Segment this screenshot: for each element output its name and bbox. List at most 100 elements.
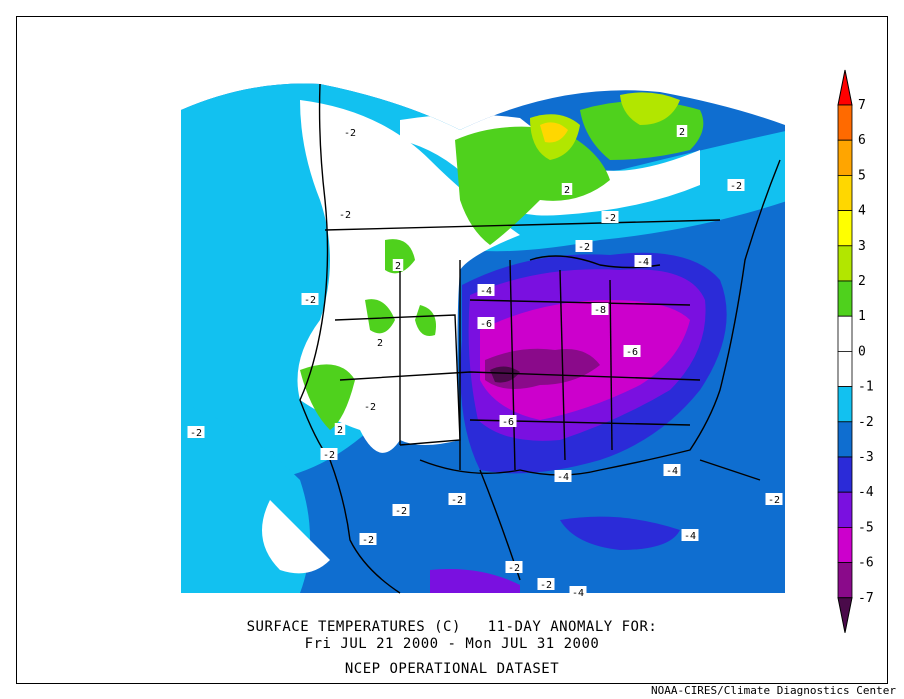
contour-label: 2: [337, 425, 343, 436]
pacific-coastline: [299, 83, 401, 594]
contour-label: -6: [502, 417, 514, 428]
contour-label-box: [569, 586, 587, 598]
colorbar-swatch: [837, 245, 853, 282]
map-title-line1: SURFACE TEMPERATURES (C) 11-DAY ANOMALY …: [246, 619, 658, 635]
contour-label-box: [676, 125, 688, 137]
great-lakes-outline: [529, 255, 661, 269]
contour-label-box: [561, 183, 573, 195]
contour-label: -2: [540, 580, 552, 591]
colorbar-swatch: [837, 421, 853, 458]
contour-label: 2: [679, 127, 685, 138]
band-minus4-south: [430, 569, 520, 593]
contour-label: -2: [508, 563, 520, 574]
colorbar-tick-label: -1: [858, 380, 874, 395]
northern-states-line: [469, 299, 691, 306]
contour-label: -2: [362, 535, 374, 546]
band-neutral-west: [297, 100, 520, 453]
contour-label: -2: [323, 450, 335, 461]
contour-label-box: [392, 259, 404, 271]
band-plus1-canada: [455, 126, 610, 245]
contour-label-box: [765, 493, 783, 505]
colorbar-swatch: [837, 562, 853, 599]
canada-us-border: [324, 219, 721, 231]
colorbar-tick-label: 5: [858, 168, 866, 183]
contour-label: -2: [364, 402, 376, 413]
contour-label-box: [681, 529, 699, 541]
contour-label: -6: [626, 347, 638, 358]
contour-label-box: [499, 415, 517, 427]
contour-label: -2: [768, 495, 780, 506]
colorbar-tick-label: -3: [858, 450, 874, 465]
contour-label-box: [392, 504, 410, 516]
contour-label-box: [374, 336, 386, 348]
colorbar-top-arrow: [837, 69, 853, 106]
contour-label-box: [634, 255, 652, 267]
band-neutral-baja: [262, 500, 330, 574]
contour-label-box: [301, 293, 319, 305]
contour-label-box: [663, 464, 681, 476]
contour-label-box: [477, 284, 495, 296]
contour-label: -2: [578, 242, 590, 253]
contour-label: -2: [304, 295, 316, 306]
colorbar-swatch: [837, 210, 853, 247]
map-title-line3: NCEP OPERATIONAL DATASET: [344, 661, 560, 677]
colorbar-tick-label: -4: [858, 485, 874, 500]
contour-label: -4: [666, 466, 678, 477]
contour-label-box: [336, 208, 354, 220]
credit-text: NOAA-CIRES/Climate Diagnostics Center: [650, 684, 896, 697]
colorbar-tick-label: 1: [858, 309, 866, 324]
colorbar-swatch: [837, 174, 853, 211]
contour-label-box: [554, 470, 572, 482]
contour-labels: -2 2 -2 -2 2 -2 -2 -4 2 -4 -2 -6 -8 2 -6 -2 -2 -6 -2 2 -4 -4 -…: [187, 125, 783, 599]
contour-label: 2: [377, 338, 383, 349]
midwest-line-1: [509, 259, 516, 471]
colorbar-swatch: [837, 491, 853, 528]
colorbar-tick-label: 3: [858, 239, 866, 254]
colorbar-tick-label: -5: [858, 520, 874, 535]
colorbar-swatch: [837, 315, 853, 352]
contour-label: -4: [572, 588, 584, 599]
contour-label: 2: [564, 185, 570, 196]
colorbar-swatch: [837, 350, 853, 387]
colorbar: 7 6 5 4 3 2 1 0 -1 -2 -3 -4 -5 -6 -7: [837, 69, 874, 633]
band-plus1-hudson: [580, 101, 704, 160]
map-title-line2: Fri JUL 21 2000 - Mon JUL 31 2000: [304, 636, 600, 652]
colorbar-tick-label: 6: [858, 133, 866, 148]
contour-label-box: [575, 240, 593, 252]
colorbar-swatch: [837, 104, 853, 141]
colorbar-swatch: [837, 280, 853, 317]
contour-label: -2: [344, 128, 356, 139]
colorbar-tick-label: 7: [858, 98, 866, 113]
contour-label-box: [727, 179, 745, 191]
colorbar-tick-label: -2: [858, 415, 874, 430]
contour-label: -4: [637, 257, 649, 268]
contour-label-box: [537, 578, 555, 590]
contour-label: -2: [395, 506, 407, 517]
western-states-lines: [334, 314, 461, 446]
contour-label-box: [477, 317, 495, 329]
band-minus4-atlantic: [560, 516, 680, 550]
colorbar-tick-label: 2: [858, 274, 866, 289]
colorbar-swatch: [837, 139, 853, 176]
band-plus1-california: [300, 364, 355, 430]
contour-label: -6: [480, 319, 492, 330]
colorbar-swatch: [837, 456, 853, 493]
band-plus3-canada: [540, 122, 568, 143]
central-states-line: [339, 371, 701, 381]
contour-label-box: [505, 561, 523, 573]
contour-label: -2: [339, 210, 351, 221]
caribbean-islands: [699, 459, 761, 481]
contour-label-box: [601, 211, 619, 223]
colorbar-swatch: [837, 386, 853, 423]
contour-label: 2: [395, 261, 401, 272]
band-minus7-east: [485, 348, 600, 389]
colorbar-swatch: [837, 527, 853, 564]
contour-label-box: [334, 423, 346, 435]
band-plus2-hudson: [620, 92, 680, 125]
colorbar-tick-label: -7: [858, 591, 874, 606]
colorbar-tick-label: -6: [858, 556, 874, 571]
gulf-atlantic-coastline: [419, 159, 781, 476]
contour-label: -4: [684, 531, 696, 542]
contour-label: -2: [730, 181, 742, 192]
contour-label: -2: [190, 428, 202, 439]
